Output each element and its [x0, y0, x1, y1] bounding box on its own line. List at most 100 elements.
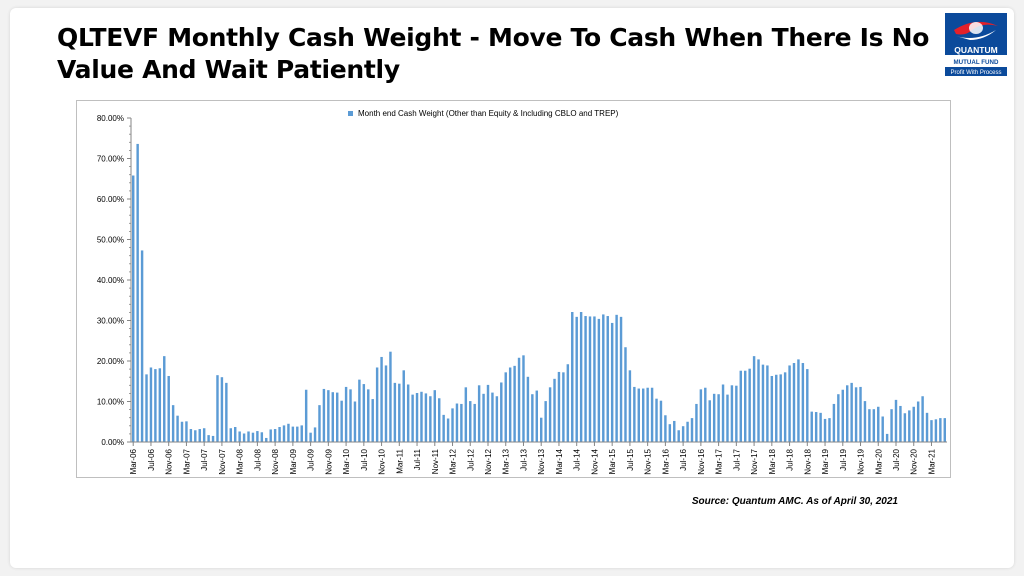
bar	[553, 378, 556, 442]
bar	[579, 312, 583, 442]
bar	[726, 394, 729, 442]
bar	[202, 428, 206, 442]
bar	[540, 417, 543, 442]
bar	[291, 426, 295, 442]
legend-label: Month end Cash Weight (Other than Equity…	[358, 109, 619, 118]
bar	[163, 356, 166, 442]
bar	[398, 383, 401, 442]
bar	[704, 387, 707, 442]
bar	[389, 351, 392, 442]
bar	[482, 393, 485, 442]
x-tick-label: Jul-15	[626, 448, 635, 470]
x-tick-label: Mar-06	[129, 448, 138, 474]
bar	[606, 316, 609, 442]
bar	[455, 403, 459, 442]
bar	[464, 387, 468, 442]
bar	[775, 374, 778, 442]
bar	[438, 398, 441, 442]
x-tick-label: Nov-12	[484, 448, 493, 474]
bar	[446, 418, 450, 442]
chart-frame: 0.00% 10.00% 20.00% 30.00% 40.00% 50.00% 60.00…	[76, 100, 951, 478]
bar	[526, 376, 530, 442]
bar	[265, 437, 268, 442]
x-tick-label: Mar-08	[236, 448, 245, 474]
bar	[562, 372, 565, 442]
bar	[744, 370, 747, 442]
bar	[242, 433, 246, 442]
bar	[375, 367, 379, 442]
slide-title: QLTEVF Monthly Cash Weight - Move To Cas…	[57, 23, 930, 84]
bar	[171, 405, 175, 442]
bar	[402, 370, 405, 442]
bar	[353, 401, 357, 442]
bar	[823, 418, 827, 442]
x-tick-label: Mar-12	[449, 448, 458, 474]
bar	[668, 424, 672, 442]
bar	[367, 389, 370, 442]
x-tick-label: Nov-15	[644, 448, 653, 474]
bar	[198, 429, 201, 442]
x-tick-label: Mar-17	[715, 448, 724, 474]
x-tick-label: Jul-08	[253, 448, 262, 470]
x-tick-label: Nov-07	[218, 448, 227, 474]
bar	[273, 429, 277, 442]
bar	[628, 370, 632, 442]
bar	[850, 382, 853, 442]
bar	[828, 418, 831, 442]
logo-tagline-text: Profit With Process	[950, 70, 1001, 76]
x-tick-label: Nov-11	[431, 448, 440, 474]
x-tick-label: Mar-09	[289, 448, 298, 474]
bar	[349, 389, 352, 442]
x-tick-label: Mar-18	[768, 448, 777, 474]
x-tick-label: Jul-13	[519, 448, 528, 470]
x-tick-label: Mar-11	[395, 448, 404, 473]
bar	[566, 364, 570, 442]
bar	[282, 425, 286, 442]
bar	[810, 411, 813, 443]
bar	[451, 408, 454, 442]
x-tick-label: Nov-10	[378, 448, 387, 474]
x-tick-label: Mar-15	[608, 448, 617, 474]
bar	[304, 389, 308, 442]
x-tick-label: Jul-07	[200, 448, 209, 470]
bar	[664, 415, 667, 442]
bar	[180, 421, 184, 442]
bar	[846, 385, 849, 442]
bar	[859, 386, 862, 442]
source-note: Source: Quantum AMC. As of April 30, 202…	[691, 496, 898, 507]
bar	[681, 426, 685, 442]
slide: QLTEVF Monthly Cash Weight - Move To Cas…	[10, 8, 1014, 568]
bar	[322, 388, 326, 442]
bar	[819, 412, 822, 442]
bar	[313, 427, 317, 442]
bar	[331, 392, 334, 442]
bar	[602, 314, 605, 442]
bar	[176, 415, 179, 442]
bar	[642, 388, 645, 442]
bar	[256, 431, 259, 442]
bar	[495, 396, 499, 442]
x-tick-label: Nov-06	[165, 448, 174, 474]
bar	[473, 403, 476, 442]
bar	[571, 312, 574, 442]
bar	[877, 406, 880, 442]
bar	[610, 322, 614, 442]
bar	[460, 403, 463, 442]
logo-brand-text: QUANTUM	[954, 45, 997, 55]
x-tick-label: Nov-08	[271, 448, 280, 474]
bar	[659, 400, 663, 442]
bar	[132, 175, 135, 442]
x-tick-label: Jul-20	[892, 448, 901, 470]
bar	[362, 384, 366, 442]
bar	[868, 409, 871, 442]
bar	[730, 385, 734, 442]
bar	[278, 427, 281, 442]
bar	[513, 365, 516, 442]
bar	[748, 368, 751, 442]
bar	[207, 435, 210, 442]
bar	[380, 356, 383, 442]
bar	[318, 405, 321, 442]
bar	[832, 403, 836, 442]
y-tick-label: 60.00%	[97, 195, 124, 204]
bar	[619, 316, 623, 442]
